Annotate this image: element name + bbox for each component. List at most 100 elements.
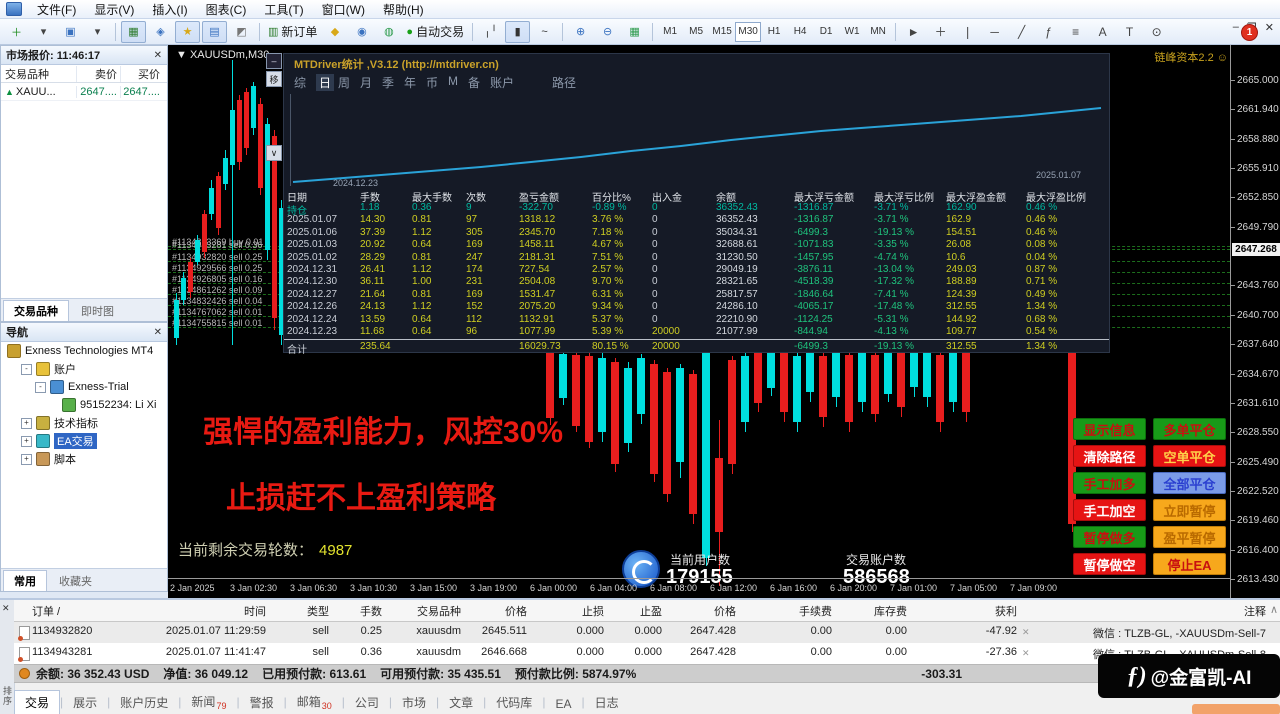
text-button[interactable]: A [1090,21,1115,43]
timeframe-w1[interactable]: W1 [844,26,860,37]
timeframe-m5[interactable]: M5 [689,26,704,37]
menu-item-4[interactable]: 工具(T) [264,2,304,17]
terminal-col-header[interactable]: 获利 [995,606,1017,618]
terminal-tab-账户历史[interactable]: 账户历史 [120,696,169,710]
stats-tab-年[interactable]: 年 [404,76,417,90]
close-button[interactable]: ✕ [1264,22,1274,34]
line-chart-button[interactable]: ~ [532,21,557,43]
terminal-col-header[interactable]: 交易品种 [417,606,461,618]
ea-button-全部平仓[interactable]: 全部平仓 [1153,472,1226,494]
dropdown-button[interactable]: ▾ [85,21,110,43]
terminal-tab-日志[interactable]: 日志 [594,696,619,710]
terminal-tab-交易[interactable]: 交易 [14,690,61,714]
indicators-button[interactable]: ◆ [322,21,347,43]
expander-icon[interactable]: + [21,453,32,465]
bar-chart-button[interactable]: ╷╵ [478,21,503,43]
ea-button-显示信息[interactable]: 显示信息 [1073,418,1146,440]
profile-button[interactable]: ◉ [349,21,374,43]
terminal-col-header[interactable]: 价格 [714,606,736,618]
terminal-col-header[interactable]: 时间 [244,606,266,618]
sidebar-item-1[interactable]: - Exness-Trial [1,378,167,396]
menu-item-3[interactable]: 图表(C) [205,2,247,17]
stats-tab-月[interactable]: 月 [360,76,373,90]
terminal-col-header[interactable]: 手续费 [799,606,832,618]
stats-tab-日[interactable]: 日 [316,74,335,91]
terminal-tab-市场[interactable]: 市场 [402,696,427,710]
candle-chart-button[interactable]: ▮ [505,20,531,43]
ea-button-停止EA[interactable]: 停止EA [1153,553,1226,575]
stats-tab-综[interactable]: 综 [294,76,307,90]
ea-button-暂停做空[interactable]: 暂停做空 [1073,553,1146,575]
sidebar-item-0[interactable]: - 账户 [1,360,167,378]
vline-button[interactable]: ❘ [955,21,980,43]
sidebar-item-5[interactable]: + 脚本 [1,450,167,468]
new-chart-button[interactable]: ＋ [4,21,29,43]
zoom-out-button[interactable]: ⊖ [595,21,620,43]
timeframe-mn[interactable]: MN [870,26,886,37]
terminal-tab-公司[interactable]: 公司 [354,696,379,710]
table-row[interactable]: 1134932820 2025.01.07 11:29:59 sell 0.25 xau… [14,622,1280,643]
menu-item-5[interactable]: 窗口(W) [321,2,365,17]
terminal-close-icon[interactable]: ✕ [2,603,10,613]
data-window-button[interactable]: ◈ [148,21,173,43]
terminal-col-header[interactable]: 止损 [582,606,604,618]
market-watch-tab-即时图[interactable]: 即时图 [81,306,114,318]
timeframe-h1[interactable]: H1 [767,26,781,37]
navigator-root[interactable]: Exness Technologies MT4 [1,342,167,360]
grid-button[interactable]: ≡ [1063,21,1088,43]
expander-icon[interactable]: + [21,435,32,447]
terminal-tab-EA[interactable]: EA [555,697,572,711]
terminal-col-header[interactable]: 类型 [307,606,329,618]
close-icon[interactable]: ✕ [153,49,162,61]
ea-button-暂停做多[interactable]: 暂停做多 [1073,526,1146,548]
stats-minimize-button[interactable]: – [266,53,282,69]
terminal-col-header[interactable]: 注释 [1244,606,1266,618]
ea-button-多单平仓[interactable]: 多单平仓 [1153,418,1226,440]
stats-tab-周[interactable]: 周 [338,76,351,90]
label-button[interactable]: T [1117,21,1142,43]
market-watch-tab-交易品种[interactable]: 交易品种 [3,300,69,321]
col-symbol[interactable]: 交易品种 [1,65,77,82]
menu-item-6[interactable]: 帮助(H) [382,2,424,17]
timeframe-m15[interactable]: M15 [712,26,732,37]
zoom-in-button[interactable]: ⊕ [568,21,593,43]
close-icon[interactable]: ✕ [153,326,162,338]
tile-windows-button[interactable]: ▦ [622,21,647,43]
market-watch-button[interactable]: ▦ [121,20,146,43]
favorites-button[interactable]: ★ [175,20,200,43]
col-ask[interactable]: 买价 [138,68,160,81]
terminal-tab-文章[interactable]: 文章 [449,696,474,710]
notification-badge[interactable]: 1 [1241,24,1258,41]
trendline-button[interactable]: ╱ [1009,21,1034,43]
signal-button[interactable]: ◍ [376,21,401,43]
sidebar-item-3[interactable]: + 技术指标 [1,414,167,432]
magnifier-button[interactable]: ⊙ [1144,21,1169,43]
crosshair-button[interactable]: ＋ [928,21,953,43]
col-bid[interactable]: 卖价 [77,65,121,82]
table-row[interactable]: 1134943281 2025.01.07 11:41:47 sell 0.36 xau… [14,643,1280,664]
new-order-button[interactable]: ▥ 新订单 [265,21,320,43]
menu-item-2[interactable]: 插入(I) [152,2,188,17]
terminal-tab-警报[interactable]: 警报 [249,696,274,710]
terminal-tab-邮箱[interactable]: 邮箱30 [296,694,332,711]
expander-icon[interactable]: - [21,363,32,375]
minimize-button[interactable]: – [1232,21,1239,33]
chart-area[interactable]: ▼ XAUUSDm,M30 链峰资本2.2 ☺ #1134813369 buy … [168,45,1280,598]
profiles-button[interactable]: ▣ [58,21,83,43]
ea-button-手工加空[interactable]: 手工加空 [1073,499,1146,521]
quote-row[interactable]: ▲ XAUU... 2647.... 2647.... [1,83,167,101]
stats-path-label[interactable]: 路径 [552,76,577,90]
ea-button-空单平仓[interactable]: 空单平仓 [1153,445,1226,467]
expander-icon[interactable]: - [35,381,46,393]
stats-tab-备[interactable]: 备 [468,76,481,90]
timeframe-h4[interactable]: H4 [793,26,807,37]
sidebar-item-2[interactable]: 95152234: Li Xi [1,396,167,414]
sidebar-item-4[interactable]: + EA交易 [1,432,167,450]
terminal-col-header[interactable]: 止盈 [640,606,662,618]
ea-button-立即暂停[interactable]: 立即暂停 [1153,499,1226,521]
stats-tab-季[interactable]: 季 [382,76,395,90]
navigator-button[interactable]: ▤ [202,20,227,43]
stats-tab-币[interactable]: 币 [426,76,439,90]
terminal-tab-代码库[interactable]: 代码库 [496,696,533,710]
ea-button-手工加多[interactable]: 手工加多 [1073,472,1146,494]
